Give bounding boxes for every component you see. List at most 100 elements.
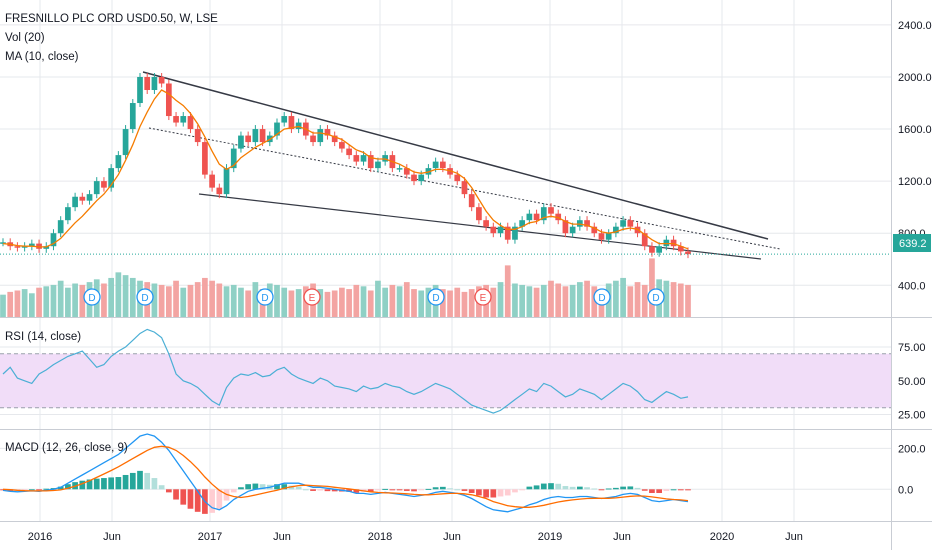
- macd-histogram-bar: [288, 485, 295, 490]
- volume-bar: [584, 280, 590, 317]
- volume-bar: [65, 287, 71, 317]
- volume-bar: [202, 277, 208, 317]
- candle-body: [627, 220, 634, 227]
- macd-histogram-bar: [677, 489, 684, 491]
- candle-body: [274, 122, 280, 136]
- dividend-marker[interactable]: D: [256, 288, 274, 306]
- candle-body: [158, 76, 165, 84]
- macd-histogram-bar: [526, 486, 533, 490]
- candle-body: [108, 168, 115, 188]
- volume-bar: [238, 287, 244, 317]
- volume-bar: [504, 265, 511, 317]
- macd-histogram-bar: [490, 489, 497, 498]
- volume-bar: [194, 282, 201, 317]
- event-marker-label: D: [652, 293, 659, 304]
- candle-body: [519, 220, 526, 227]
- volume-bar: [490, 287, 497, 317]
- volume-bar: [403, 282, 410, 317]
- candle-body: [490, 226, 497, 234]
- macd-histogram-bar: [569, 486, 576, 490]
- macd-histogram-bar: [519, 489, 526, 491]
- dividend-marker[interactable]: D: [593, 288, 611, 306]
- earnings-marker[interactable]: E: [474, 288, 492, 306]
- macd-histogram-bar: [447, 488, 453, 490]
- event-marker-label: D: [432, 293, 439, 304]
- dividend-marker[interactable]: D: [647, 288, 665, 306]
- macd-histogram-bar: [425, 488, 432, 490]
- volume-bar: [670, 282, 677, 317]
- candle-body: [403, 168, 410, 175]
- upper-trendline[interactable]: [142, 71, 769, 240]
- macd-histogram-bar: [137, 470, 143, 490]
- volume-bar: [295, 289, 302, 317]
- volume-bar: [382, 287, 389, 317]
- candle-body: [613, 226, 619, 234]
- volume-bar: [634, 282, 641, 317]
- volume-bar: [281, 287, 288, 317]
- macd-histogram-bar: [468, 489, 475, 493]
- volume-bar: [569, 284, 576, 317]
- macd-histogram-bar: [173, 489, 179, 500]
- chart-title: FRESNILLO PLC ORD USD0.50, W, LSE: [5, 13, 218, 25]
- candle-body: [245, 135, 252, 143]
- volume-bar: [331, 290, 338, 317]
- macd-histogram-bar: [620, 486, 626, 490]
- candle-body: [122, 129, 129, 156]
- macd-histogram-bar: [670, 489, 677, 491]
- dividend-marker[interactable]: D: [136, 288, 154, 306]
- price-tick-label: 1200.0: [898, 176, 932, 188]
- macd-histogram-bar: [252, 483, 259, 490]
- candle-body: [620, 220, 626, 227]
- time-tick-label: 2016: [28, 531, 52, 543]
- rsi-tick-label: 75.00: [898, 342, 926, 354]
- volume-bar: [396, 286, 403, 317]
- candle-body: [194, 129, 201, 143]
- dividend-marker[interactable]: D: [83, 288, 101, 306]
- macd-histogram-bar: [504, 489, 511, 496]
- macd-histogram-bar: [584, 487, 590, 490]
- time-axis[interactable]: 2016 Jun 2017 Jun 2018 Jun 2019 Jun 2020 Jun: [28, 531, 803, 543]
- candle-body: [216, 187, 223, 195]
- candle-body: [569, 226, 576, 234]
- volume-bar: [158, 284, 165, 317]
- candle-body: [353, 155, 360, 162]
- macd-histogram-bar: [108, 477, 115, 490]
- candle-body: [649, 246, 655, 253]
- macd-histogram-bar: [165, 489, 172, 493]
- volume-bar: [677, 283, 684, 317]
- candle-body: [180, 116, 187, 123]
- volume-bar: [165, 286, 172, 317]
- candle-body: [677, 246, 684, 252]
- macd-histogram-bar: [454, 489, 461, 491]
- volume-bar: [548, 280, 554, 317]
- event-marker-label: D: [598, 293, 605, 304]
- candle-body: [151, 76, 158, 91]
- macd-histogram-bar: [144, 472, 151, 490]
- candle-body: [129, 103, 136, 130]
- volume-bar: [591, 286, 598, 317]
- dividend-marker[interactable]: D: [427, 288, 445, 306]
- candle-body: [36, 243, 42, 249]
- lower-trendline[interactable]: [198, 193, 762, 260]
- macd-axis[interactable]: 0.0 200.0: [898, 443, 926, 496]
- volume-bar: [555, 283, 562, 317]
- volume-bar: [454, 287, 461, 317]
- volume-bar: [641, 284, 648, 317]
- volume-bar: [540, 284, 547, 317]
- volume-bar: [685, 284, 691, 317]
- volume-bar: [21, 289, 28, 317]
- volume-bar: [389, 284, 396, 317]
- candle-body: [605, 233, 612, 240]
- time-tick-label: Jun: [103, 531, 121, 543]
- macd-histogram-bar: [353, 489, 360, 493]
- candle-body: [137, 76, 143, 104]
- macd-line: [2, 433, 689, 513]
- candle-body: [439, 161, 446, 169]
- rsi-axis[interactable]: 25.00 50.00 75.00: [898, 342, 926, 422]
- time-tick-label: Jun: [273, 531, 291, 543]
- rsi-line: [2, 328, 689, 414]
- candle-body: [331, 135, 338, 143]
- earnings-marker[interactable]: E: [303, 288, 321, 306]
